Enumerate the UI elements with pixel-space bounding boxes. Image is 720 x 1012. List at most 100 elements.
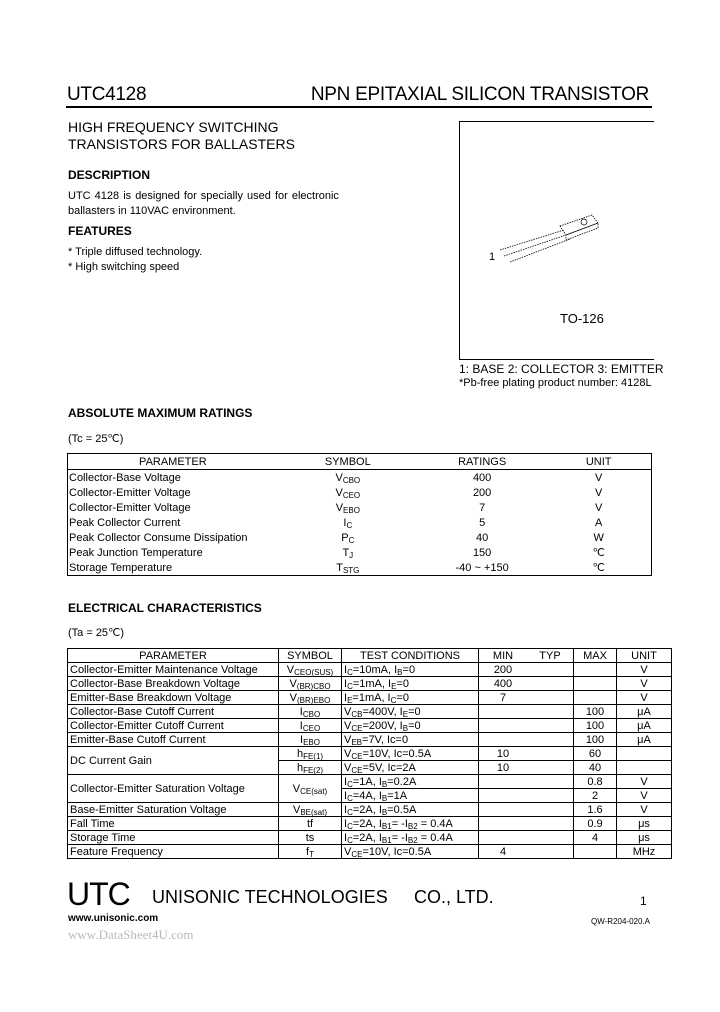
condition-text: =2A, I: [352, 831, 382, 844]
table-row: Collector-Base Cutoff Current ICBO VCB=400…: [67, 704, 672, 719]
condition-text: = 0.4A: [417, 831, 453, 844]
rating-cell: 40: [476, 531, 489, 544]
utc-logo: UTC: [67, 876, 131, 912]
condition-text: =1mA, I: [352, 677, 392, 690]
page-number: 1: [640, 894, 647, 908]
typ-cell: [527, 844, 574, 859]
symbol-subscript: C: [346, 520, 353, 530]
min-cell: 10: [478, 760, 527, 775]
symbol-subscript: CEO: [342, 490, 361, 500]
condition-text: =0: [402, 663, 416, 676]
condition-subscript: CE: [351, 765, 363, 775]
parameter-cell: Base-Emitter Saturation Voltage: [67, 802, 279, 817]
parameter-cell: Storage Time: [67, 830, 279, 845]
condition-text: =1A: [387, 789, 408, 802]
condition-text: V: [344, 845, 352, 858]
electrical-characteristics-table: PARAMETER SYMBOL TEST CONDITIONS MIN TYP MAX U…: [67, 648, 672, 859]
unit-cell: V: [595, 486, 603, 499]
parameter-cell: Collector-Base Breakdown Voltage: [67, 676, 279, 691]
parameter-cell: Collector-Emitter Saturation Voltage: [67, 774, 279, 803]
test-condition-cell: VCE=5V, Ic=2A: [341, 760, 479, 775]
symbol-main: I: [300, 733, 304, 746]
symbol-cell: TSTG: [278, 560, 418, 576]
condition-text: I: [344, 775, 348, 788]
condition-subscript: B: [397, 667, 403, 677]
symbol-cell: VCE(sat): [278, 774, 342, 803]
table-header-row: PARAMETER SYMBOL TEST CONDITIONS MIN TYP MAX U…: [67, 648, 672, 663]
rating-cell: -40 ~ +150: [455, 561, 509, 574]
table-row: Emitter-Base Cutoff Current IEBO VEB=7V, I…: [67, 732, 672, 747]
parameter-cell: DC Current Gain: [67, 746, 279, 775]
table-row: Peak Collector Current IC 5 A: [68, 515, 652, 530]
table-row: Collector-Emitter Cutoff Current ICEO VCE=…: [67, 718, 672, 733]
typ-cell: [527, 718, 574, 733]
typ-cell: [527, 704, 574, 719]
column-header: SYMBOL: [278, 648, 342, 663]
max-cell: 4: [573, 830, 617, 845]
test-condition-cell: VCE=10V, Ic=0.5A: [341, 746, 479, 761]
symbol-main: f: [306, 845, 310, 858]
condition-subscript: B2: [407, 835, 418, 845]
table-row: Fall Time tf IC=2A, IB1= -IB2 = 0.4A 0.9 μs: [67, 816, 672, 831]
symbol-subscript: J: [349, 550, 354, 560]
company-name: UNISONIC TECHNOLOGIES: [152, 887, 388, 907]
condition-text: V: [344, 719, 352, 732]
typ-cell: [527, 676, 574, 691]
test-condition-cell: VEB=7V, Ic=0: [341, 732, 479, 747]
description-heading: DESCRIPTION: [68, 168, 151, 182]
symbol-cell: TJ: [278, 545, 418, 560]
unit-cell: W: [593, 531, 604, 544]
symbol-cell: tf: [278, 816, 342, 831]
symbol-cell: V(BR)CBO: [278, 676, 342, 691]
typ-cell: [527, 788, 574, 803]
symbol-main: T: [336, 561, 343, 574]
max-cell: 40: [573, 760, 617, 775]
unit-cell: ℃: [592, 546, 605, 559]
symbol-main: V: [335, 486, 343, 499]
symbol-cell: PC: [278, 530, 418, 545]
column-header: UNIT: [546, 453, 652, 470]
table-row: Collector-Emitter Voltage VEBO 7 V: [68, 500, 652, 515]
table-row: DC Current Gain hFE(1) VCE=10V, Ic=0.5A 10 6…: [67, 746, 672, 775]
symbol-main: h: [296, 747, 304, 760]
rating-cell: 200: [472, 486, 492, 499]
condition-text: =0.5A: [387, 803, 417, 816]
min-cell: [478, 816, 527, 831]
website-link[interactable]: www.unisonic.com: [68, 913, 159, 924]
table-row: Collector-Base Breakdown Voltage V(BR)CBO…: [67, 676, 672, 691]
condition-text: =0: [408, 719, 421, 732]
parameter-cell: Collector-Base Cutoff Current: [67, 704, 279, 719]
test-condition-cell: IC=2A, IB1= -IB2 = 0.4A: [341, 816, 479, 831]
condition-text: = 0.4A: [417, 817, 453, 830]
table-row: Collector-Emitter Maintenance Voltage VCE…: [67, 662, 672, 677]
min-cell: 4: [478, 844, 527, 859]
symbol-subscript: CBO: [342, 475, 361, 485]
condition-text: I: [344, 803, 348, 816]
condition-text: V: [344, 733, 352, 746]
header-divider: [66, 106, 652, 108]
test-condition-cell: IC=4A, IB=1A: [341, 788, 479, 803]
table-row: hFE(2) VCE=5V, Ic=2A 10 40: [68, 760, 672, 775]
symbol-main: V: [335, 471, 343, 484]
symbol-subscript: (BR)EBO: [297, 695, 331, 705]
rating-cell: 150: [472, 546, 492, 559]
typ-cell: [527, 662, 574, 677]
absolute-maximum-ratings-table: PARAMETER SYMBOL RATINGS UNIT Collector-Base…: [67, 453, 652, 576]
table-row: Collector-Emitter Voltage VCEO 200 V: [68, 485, 652, 500]
min-cell: [478, 788, 527, 803]
symbol-main: tf: [306, 817, 314, 830]
symbol-main: T: [342, 546, 350, 559]
max-cell: 1.6: [573, 802, 617, 817]
condition-text: =400V, I: [362, 705, 403, 718]
symbol-subscript: EBO: [343, 505, 360, 515]
condition-subscript: E: [402, 709, 409, 719]
symbol-subscript: CE(sat): [300, 786, 328, 796]
headline-line-2: TRANSISTORS FOR BALLASTERS: [68, 136, 295, 152]
electrical-condition: (Ta = 25℃): [68, 627, 125, 639]
condition-subscript: CE: [351, 751, 363, 761]
symbol-subscript: CBO: [302, 709, 321, 719]
package-drawing-box: 1 TO-126: [459, 121, 654, 360]
test-condition-cell: VCE=200V, IB=0: [341, 718, 479, 733]
unit-cell: μs: [616, 816, 672, 831]
column-header: PARAMETER: [67, 453, 278, 470]
